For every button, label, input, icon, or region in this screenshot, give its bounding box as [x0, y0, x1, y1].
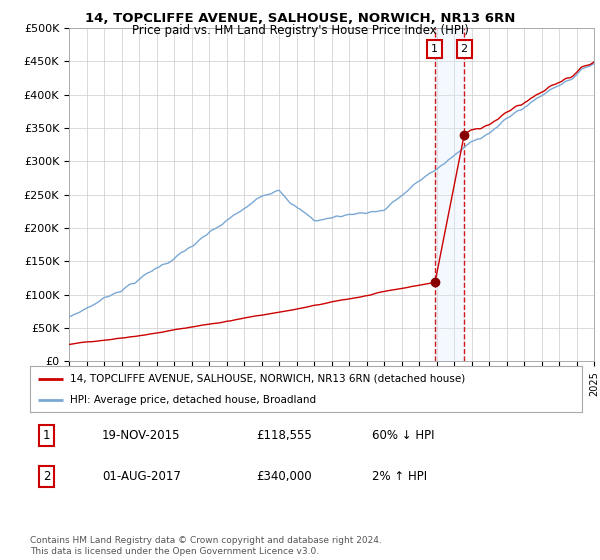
Text: 2: 2 — [461, 44, 468, 54]
Bar — [435, 28, 464, 361]
Text: 14, TOPCLIFFE AVENUE, SALHOUSE, NORWICH, NR13 6RN (detached house): 14, TOPCLIFFE AVENUE, SALHOUSE, NORWICH,… — [70, 374, 465, 384]
Text: 19-NOV-2015: 19-NOV-2015 — [102, 429, 180, 442]
Text: 2% ↑ HPI: 2% ↑ HPI — [372, 470, 427, 483]
Text: £340,000: £340,000 — [256, 470, 312, 483]
Text: £118,555: £118,555 — [256, 429, 312, 442]
Text: Price paid vs. HM Land Registry's House Price Index (HPI): Price paid vs. HM Land Registry's House … — [131, 24, 469, 36]
Text: Contains HM Land Registry data © Crown copyright and database right 2024.
This d: Contains HM Land Registry data © Crown c… — [30, 536, 382, 556]
Text: 2: 2 — [43, 470, 50, 483]
Text: 1: 1 — [431, 44, 438, 54]
Text: HPI: Average price, detached house, Broadland: HPI: Average price, detached house, Broa… — [70, 395, 316, 405]
Text: 1: 1 — [43, 429, 50, 442]
Text: 01-AUG-2017: 01-AUG-2017 — [102, 470, 181, 483]
Text: 14, TOPCLIFFE AVENUE, SALHOUSE, NORWICH, NR13 6RN: 14, TOPCLIFFE AVENUE, SALHOUSE, NORWICH,… — [85, 12, 515, 25]
Text: 60% ↓ HPI: 60% ↓ HPI — [372, 429, 435, 442]
